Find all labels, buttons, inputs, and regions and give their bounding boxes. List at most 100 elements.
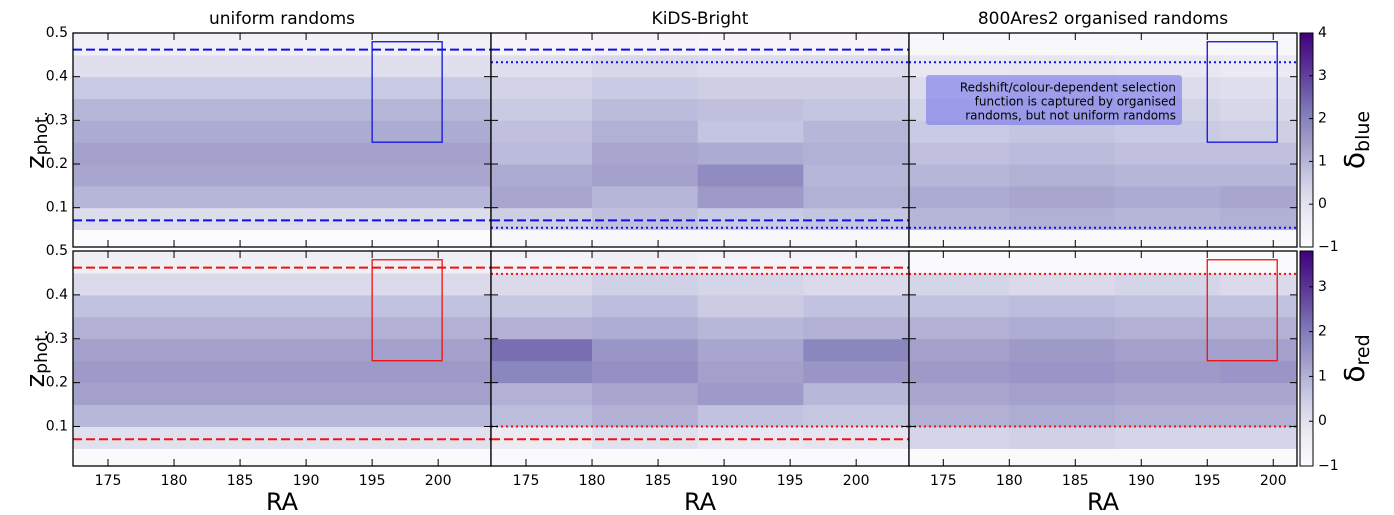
heatmap-cell <box>697 404 804 428</box>
heatmap-cell <box>73 120 175 143</box>
y-axis-label: zphot. <box>21 330 53 388</box>
heatmap-cell <box>697 448 804 467</box>
heatmap-cell <box>1220 272 1298 296</box>
x-tick-label: 185 <box>227 473 254 489</box>
heatmap-cell <box>909 404 1010 428</box>
heatmap-cell <box>174 185 281 209</box>
heatmap-cell <box>491 251 593 274</box>
colorbar-tick-label: −1 <box>1318 239 1339 255</box>
heatmap-cell <box>491 120 593 143</box>
heatmap-cell <box>1009 448 1116 467</box>
heatmap-cell <box>1114 229 1221 248</box>
heatmap-cell <box>803 76 910 100</box>
colorbar-tick-label: 1 <box>1318 153 1327 169</box>
heatmap-cell <box>592 448 699 467</box>
heatmap-cell <box>909 229 1010 248</box>
heatmap-cell <box>1220 54 1298 78</box>
panel-title: KiDS-Bright <box>652 9 749 29</box>
heatmap-cell <box>592 426 699 449</box>
heatmap-cell <box>174 448 281 467</box>
y-tick-label: 0.3 <box>46 331 68 347</box>
heatmap-cell <box>803 185 910 209</box>
colorbar-label-main: δ <box>1338 152 1371 169</box>
x-tick-label: 195 <box>1194 473 1221 489</box>
heatmap-cell <box>697 360 804 384</box>
x-tick-label: 180 <box>161 473 188 489</box>
heatmap-cell <box>803 404 910 428</box>
colorbar-tick-label: 2 <box>1318 111 1327 127</box>
heatmap-cell <box>697 142 804 165</box>
heatmap-cell <box>385 360 492 384</box>
heatmap-cell <box>909 207 1010 231</box>
heatmap-cell <box>1220 164 1298 187</box>
heatmap-cell <box>385 142 492 165</box>
heatmap-cell <box>73 251 175 274</box>
heatmap-cell <box>73 294 175 318</box>
heatmap-cell <box>592 120 699 143</box>
heatmap-cell <box>491 142 593 165</box>
heatmap-cell <box>1114 448 1221 467</box>
heatmap-cell <box>385 382 492 406</box>
heatmap-cell <box>73 164 175 187</box>
colorbar-label: δred <box>1338 334 1374 382</box>
heatmap-cell <box>592 316 699 340</box>
heatmap-cell <box>279 272 386 296</box>
heatmap-cell <box>1220 404 1298 428</box>
heatmap-cell <box>1009 120 1116 143</box>
heatmap-cell <box>73 426 175 449</box>
heatmap-cell <box>909 360 1010 384</box>
heatmap-cell <box>279 382 386 406</box>
heatmap-cell <box>279 229 386 248</box>
heatmap-cell <box>592 76 699 100</box>
heatmap-cell <box>279 338 386 362</box>
heatmap-cell <box>1114 294 1221 318</box>
heatmap-cell <box>909 33 1010 56</box>
colorbar-tick-label: 2 <box>1318 324 1327 340</box>
heatmap-cell <box>1220 185 1298 209</box>
heatmap-cell <box>279 54 386 78</box>
y-tick-label: 0.1 <box>46 419 68 435</box>
heatmap-cell <box>1220 448 1298 467</box>
heatmap-cell <box>491 185 593 209</box>
heatmap-cell <box>174 426 281 449</box>
annotation-text: function is captured by organised <box>975 95 1176 109</box>
heatmap-cell <box>385 120 492 143</box>
heatmap-cell <box>1009 185 1116 209</box>
heatmap-cell <box>697 382 804 406</box>
y-tick-label: 0.3 <box>46 112 68 128</box>
colorbar-tick-label: 0 <box>1318 196 1327 212</box>
heatmap-cell <box>909 164 1010 187</box>
x-tick-label: 200 <box>843 473 870 489</box>
heatmap-cell <box>1009 404 1116 428</box>
heatmap-cell <box>385 98 492 121</box>
heatmap-cell <box>803 426 910 449</box>
heatmap-cell <box>1114 142 1221 165</box>
x-tick-label: 185 <box>1062 473 1089 489</box>
heatmap-cell <box>803 142 910 165</box>
heatmap-cell <box>592 360 699 384</box>
region-box <box>1206 41 1278 143</box>
heatmap-cell <box>1220 316 1298 340</box>
y-axis-label-sub: phot. <box>32 330 52 374</box>
annotation-box <box>926 75 1182 125</box>
heatmap-cell <box>592 251 699 274</box>
heatmap-cell <box>279 76 386 100</box>
heatmap-cell <box>697 54 804 78</box>
heatmap-cell <box>279 316 386 340</box>
x-tick-label: 185 <box>645 473 672 489</box>
heatmap-cell <box>1009 54 1116 78</box>
heatmap-cell <box>592 382 699 406</box>
y-axis-label-sub: phot. <box>32 111 52 155</box>
y-tick-label: 0.4 <box>46 69 68 85</box>
heatmap-cell <box>697 251 804 274</box>
y-tick-label: 0.4 <box>46 287 68 303</box>
heatmap-cell <box>803 98 910 121</box>
heatmap-cell <box>279 185 386 209</box>
heatmap-cell <box>1009 164 1116 187</box>
heatmap-cell <box>279 251 386 274</box>
heatmap-cell <box>174 98 281 121</box>
heatmap-cell <box>385 229 492 248</box>
heatmap-cell <box>491 404 593 428</box>
heatmap-cell <box>279 98 386 121</box>
colorbar-label: δblue <box>1338 111 1374 169</box>
